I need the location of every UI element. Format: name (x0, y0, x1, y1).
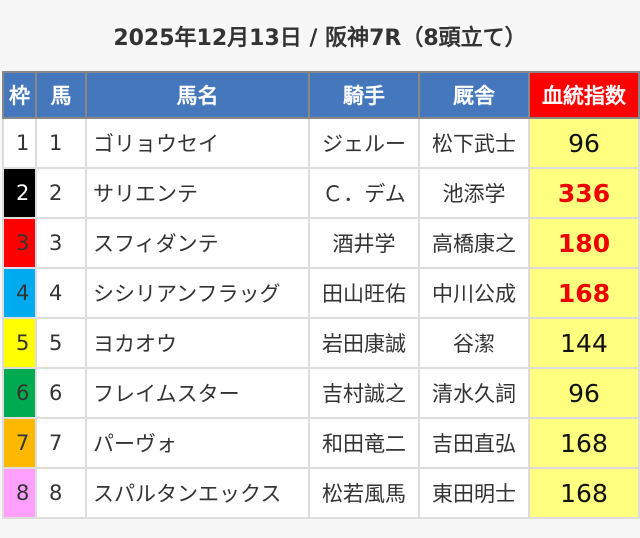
jockey-cell: 松若風馬 (308, 467, 420, 519)
horse-name-cell: スパルタンエックス (85, 467, 310, 519)
trainer-cell: 東田明士 (418, 467, 530, 519)
number-cell: 8 (35, 467, 87, 519)
jockey-cell: Ｃ．デム (308, 167, 420, 219)
trainer-cell: 高橋康之 (418, 217, 530, 269)
horse-name-cell: シシリアンフラッグ (85, 267, 310, 319)
index-cell: 168 (528, 417, 640, 469)
table-row: 7 7 パーヴォ 和田竜二 吉田直弘 168 (2, 417, 640, 469)
number-cell: 3 (35, 217, 87, 269)
jockey-cell: 岩田康誠 (308, 317, 420, 369)
horse-name-cell: フレイムスター (85, 367, 310, 419)
table-row: 3 3 スフィダンテ 酒井学 高橋康之 180 (2, 217, 640, 269)
jockey-cell: ジェルー (308, 117, 420, 169)
header-jockey: 騎手 (308, 71, 420, 119)
jockey-cell: 吉村誠之 (308, 367, 420, 419)
index-cell: 96 (528, 117, 640, 169)
horse-name-cell: ゴリョウセイ (85, 117, 310, 169)
frame-cell: 5 (2, 317, 37, 369)
table-row: 8 8 スパルタンエックス 松若風馬 東田明士 168 (2, 467, 640, 519)
race-table: 枠 馬 馬名 騎手 厩舎 血統指数 1 1 ゴリョウセイ ジェルー 松下武士 96 2 2 サリ… (2, 71, 640, 519)
horse-name-cell: サリエンテ (85, 167, 310, 219)
trainer-cell: 中川公成 (418, 267, 530, 319)
frame-cell: 2 (2, 167, 37, 219)
header-row: 枠 馬 馬名 騎手 厩舎 血統指数 (2, 71, 640, 119)
table-row: 5 5 ヨカオウ 岩田康誠 谷潔 144 (2, 317, 640, 369)
trainer-cell: 池添学 (418, 167, 530, 219)
frame-cell: 7 (2, 417, 37, 469)
horse-name-cell: パーヴォ (85, 417, 310, 469)
table-row: 2 2 サリエンテ Ｃ．デム 池添学 336 (2, 167, 640, 219)
number-cell: 7 (35, 417, 87, 469)
index-cell: 96 (528, 367, 640, 419)
number-cell: 5 (35, 317, 87, 369)
header-horse: 馬名 (85, 71, 310, 119)
index-cell: 144 (528, 317, 640, 369)
number-cell: 4 (35, 267, 87, 319)
table-row: 1 1 ゴリョウセイ ジェルー 松下武士 96 (2, 117, 640, 169)
frame-cell: 4 (2, 267, 37, 319)
header-index: 血統指数 (528, 71, 640, 119)
index-cell: 336 (528, 167, 640, 219)
index-cell: 168 (528, 467, 640, 519)
frame-cell: 6 (2, 367, 37, 419)
horse-name-cell: スフィダンテ (85, 217, 310, 269)
jockey-cell: 酒井学 (308, 217, 420, 269)
index-cell: 180 (528, 217, 640, 269)
frame-cell: 1 (2, 117, 37, 169)
header-trainer: 厩舎 (418, 71, 530, 119)
frame-cell: 8 (2, 467, 37, 519)
table-row: 6 6 フレイムスター 吉村誠之 清水久詞 96 (2, 367, 640, 419)
trainer-cell: 吉田直弘 (418, 417, 530, 469)
number-cell: 1 (35, 117, 87, 169)
jockey-cell: 和田竜二 (308, 417, 420, 469)
number-cell: 2 (35, 167, 87, 219)
trainer-cell: 谷潔 (418, 317, 530, 369)
page-title: 2025年12月13日 / 阪神7R（8頭立て） (113, 26, 527, 51)
horse-name-cell: ヨカオウ (85, 317, 310, 369)
jockey-cell: 田山旺佑 (308, 267, 420, 319)
index-cell: 168 (528, 267, 640, 319)
trainer-cell: 松下武士 (418, 117, 530, 169)
frame-cell: 3 (2, 217, 37, 269)
trainer-cell: 清水久詞 (418, 367, 530, 419)
header-number: 馬 (35, 71, 87, 119)
table-row: 4 4 シシリアンフラッグ 田山旺佑 中川公成 168 (2, 267, 640, 319)
number-cell: 6 (35, 367, 87, 419)
header-frame: 枠 (2, 71, 37, 119)
